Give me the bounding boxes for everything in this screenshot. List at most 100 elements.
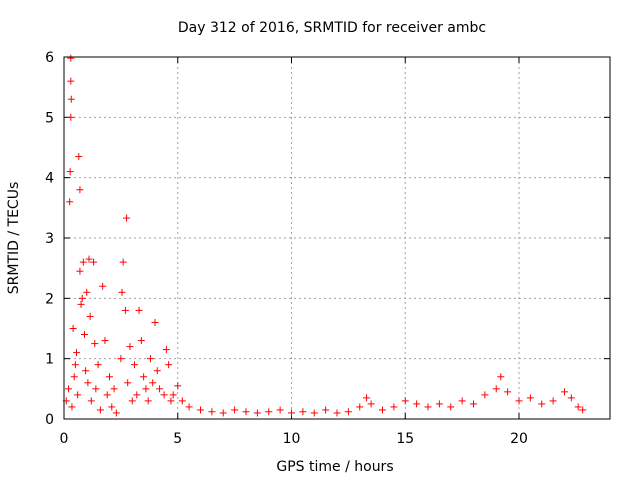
data-point <box>112 409 120 417</box>
data-point <box>128 397 136 405</box>
data-point <box>66 168 74 176</box>
data-point <box>84 379 92 387</box>
data-point <box>92 385 100 393</box>
data-point <box>549 397 557 405</box>
plot-frame <box>63 56 611 420</box>
data-point <box>67 113 75 121</box>
y-tick-label: 6 <box>45 50 54 66</box>
x-tick-label: 15 <box>396 431 414 447</box>
data-point <box>567 394 575 402</box>
data-point <box>276 406 284 414</box>
data-point <box>561 388 568 396</box>
data-point <box>67 54 75 62</box>
data-point <box>219 409 227 417</box>
data-point <box>526 394 534 402</box>
data-point <box>363 394 371 402</box>
data-point <box>65 385 73 393</box>
x-tick-label: 20 <box>510 431 528 447</box>
data-point <box>167 397 175 405</box>
data-point <box>447 403 455 411</box>
data-point <box>80 331 88 339</box>
data-point <box>185 403 193 411</box>
data-point <box>118 288 126 296</box>
data-point <box>322 406 330 414</box>
data-point <box>86 312 94 320</box>
data-point <box>344 408 352 416</box>
data-point <box>156 385 164 393</box>
data-point <box>131 361 139 369</box>
data-point <box>106 373 113 381</box>
data-point <box>135 306 143 314</box>
data-point <box>126 343 134 351</box>
data-point <box>178 397 186 405</box>
data-point <box>162 346 170 354</box>
data-point <box>299 408 307 416</box>
data-point <box>458 397 466 405</box>
data-point <box>117 355 125 363</box>
data-point <box>82 367 90 375</box>
data-point <box>85 255 93 263</box>
data-point <box>124 379 132 387</box>
data-point <box>481 391 489 399</box>
data-point <box>492 385 500 393</box>
data-point <box>288 409 295 417</box>
data-point <box>265 408 273 416</box>
data-point <box>401 397 409 405</box>
data-point <box>390 403 398 411</box>
data-point <box>231 406 239 414</box>
data-point <box>83 288 91 296</box>
data-point <box>67 77 75 85</box>
data-point <box>333 409 341 417</box>
data-point <box>110 385 118 393</box>
data-point <box>69 325 77 332</box>
y-tick-label: 1 <box>45 352 54 368</box>
data-point <box>356 403 364 411</box>
data-point <box>76 267 84 275</box>
data-point <box>79 258 87 266</box>
data-point <box>574 403 582 411</box>
data-point <box>142 385 150 393</box>
data-point <box>74 391 82 399</box>
data-points <box>62 54 587 417</box>
data-point <box>149 379 157 387</box>
data-point <box>515 397 523 405</box>
data-point <box>121 306 129 314</box>
data-point <box>497 373 505 381</box>
data-point <box>133 391 141 399</box>
data-point <box>94 361 102 369</box>
data-point <box>242 408 250 416</box>
x-axis-label: GPS time / hours <box>276 459 393 475</box>
data-point <box>77 300 85 308</box>
x-tick-label: 10 <box>283 431 301 447</box>
data-point <box>78 294 86 302</box>
data-point <box>165 361 173 369</box>
data-point <box>538 400 546 408</box>
data-point <box>96 406 104 414</box>
grid-lines <box>64 57 610 419</box>
data-point <box>101 337 109 345</box>
data-point <box>146 355 154 363</box>
data-point <box>253 409 261 417</box>
data-point <box>310 409 318 417</box>
data-point <box>424 403 432 411</box>
y-tick-label: 3 <box>45 231 54 247</box>
y-tick-label: 5 <box>45 110 54 126</box>
data-point <box>66 198 74 206</box>
data-point <box>504 388 512 396</box>
chart-title: Day 312 of 2016, SRMTID for receiver amb… <box>178 20 486 36</box>
x-tick-label: 0 <box>60 431 69 447</box>
data-point <box>435 400 443 408</box>
x-tick-label: 5 <box>173 431 182 447</box>
y-tick-label: 0 <box>45 412 54 428</box>
data-point <box>153 367 161 375</box>
data-point <box>68 403 76 411</box>
data-point <box>76 186 84 194</box>
data-point <box>151 318 159 326</box>
data-point <box>103 391 111 399</box>
y-axis-label: SRMTID / TECUs <box>6 182 22 295</box>
data-point <box>174 382 182 390</box>
data-point <box>67 95 75 103</box>
data-point <box>87 397 95 405</box>
